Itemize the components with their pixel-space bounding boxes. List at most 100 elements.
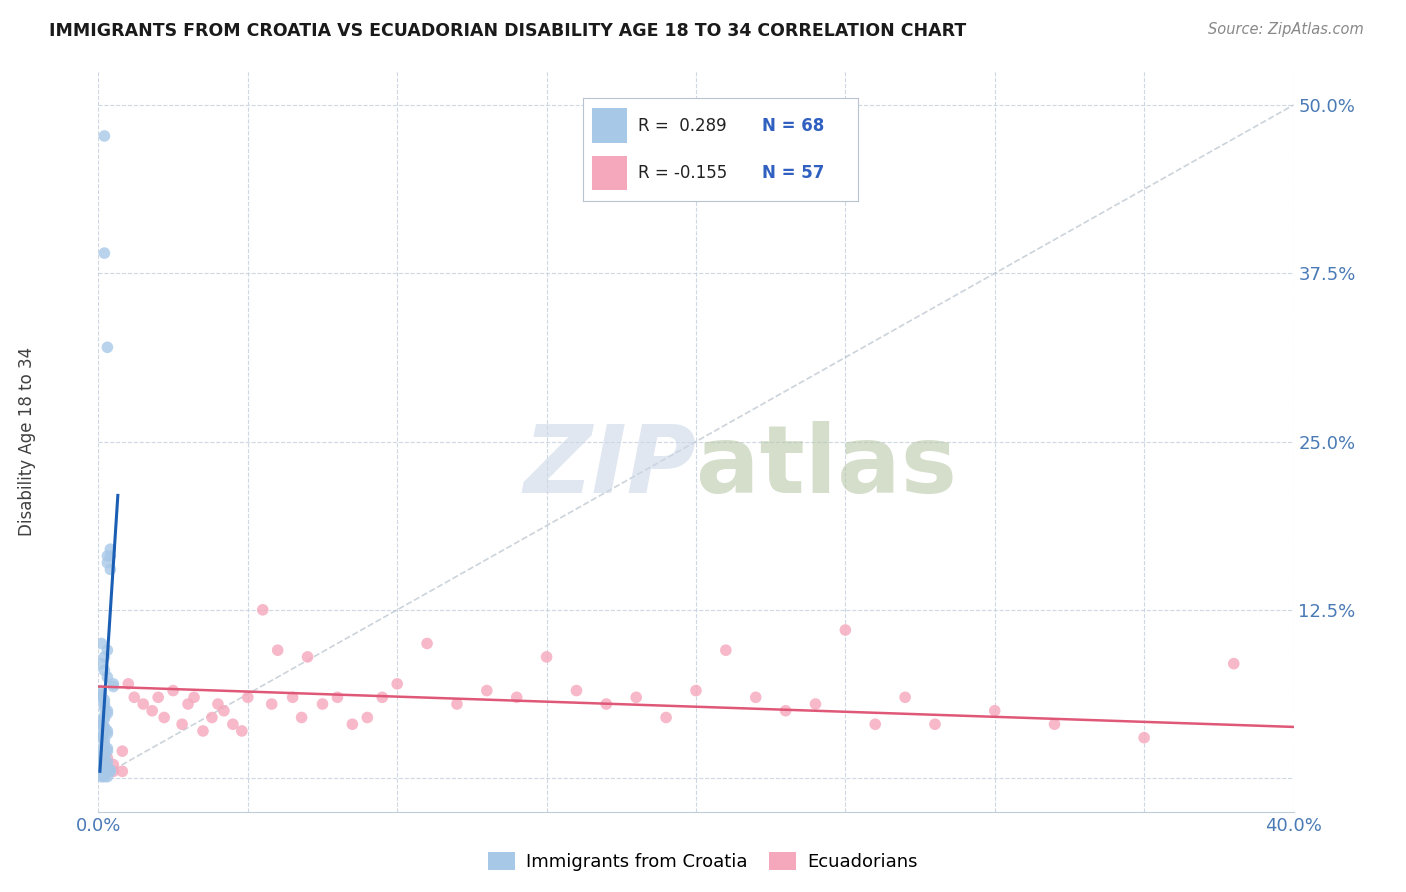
Point xyxy=(98,549,122,563)
Point xyxy=(297,649,319,664)
Point xyxy=(231,723,253,738)
Point xyxy=(93,767,115,781)
Point xyxy=(172,717,194,731)
Text: R =  0.289: R = 0.289 xyxy=(638,117,727,135)
Point xyxy=(93,757,115,772)
Point xyxy=(90,764,112,779)
FancyBboxPatch shape xyxy=(592,108,627,144)
Point xyxy=(93,767,115,781)
Point xyxy=(183,690,205,705)
Point xyxy=(93,649,115,664)
Point xyxy=(96,670,118,684)
Point xyxy=(96,762,118,776)
Point xyxy=(252,603,274,617)
Text: R = -0.155: R = -0.155 xyxy=(638,164,727,182)
Text: IMMIGRANTS FROM CROATIA VS ECUADORIAN DISABILITY AGE 18 TO 34 CORRELATION CHART: IMMIGRANTS FROM CROATIA VS ECUADORIAN DI… xyxy=(49,22,966,40)
Point xyxy=(595,697,617,711)
Point xyxy=(90,755,112,769)
Point xyxy=(536,649,558,664)
Point xyxy=(356,710,378,724)
Point xyxy=(90,757,112,772)
Point xyxy=(103,677,125,691)
Point xyxy=(96,751,118,765)
Point xyxy=(745,690,768,705)
Point xyxy=(311,697,333,711)
Point xyxy=(90,731,112,745)
Point xyxy=(90,688,112,702)
Point xyxy=(565,683,588,698)
Point xyxy=(291,710,314,724)
Point xyxy=(111,744,134,758)
Point xyxy=(655,710,678,724)
Point xyxy=(96,770,118,784)
Point xyxy=(153,710,176,724)
Point xyxy=(371,690,394,705)
Point xyxy=(93,246,115,260)
Point xyxy=(804,697,827,711)
Point xyxy=(93,738,115,752)
Point xyxy=(93,747,115,761)
Point xyxy=(93,751,115,765)
Point xyxy=(416,636,439,650)
Point xyxy=(98,542,122,557)
Point xyxy=(103,680,125,694)
Point xyxy=(90,754,112,768)
Point xyxy=(93,709,115,723)
FancyBboxPatch shape xyxy=(592,155,627,190)
Point xyxy=(775,704,797,718)
Point xyxy=(93,770,115,784)
Point xyxy=(326,690,349,705)
Point xyxy=(111,764,134,779)
Point xyxy=(90,728,112,742)
Point xyxy=(90,636,112,650)
Point xyxy=(93,701,115,715)
Point xyxy=(1223,657,1246,671)
Text: Source: ZipAtlas.com: Source: ZipAtlas.com xyxy=(1208,22,1364,37)
Point xyxy=(90,657,112,671)
Point xyxy=(93,697,115,711)
Text: ZIP: ZIP xyxy=(523,421,696,514)
Point xyxy=(90,770,112,784)
Point xyxy=(93,664,115,678)
Point xyxy=(260,697,283,711)
Point xyxy=(446,697,468,711)
Point xyxy=(714,643,737,657)
Point xyxy=(96,741,118,756)
Point xyxy=(93,720,115,734)
Point xyxy=(90,683,112,698)
Point xyxy=(96,755,118,769)
Point xyxy=(124,690,146,705)
Point xyxy=(93,733,115,747)
Point xyxy=(924,717,946,731)
Point xyxy=(93,751,115,765)
Point xyxy=(96,704,118,718)
Point xyxy=(894,690,917,705)
Point xyxy=(96,760,118,774)
Point xyxy=(96,726,118,740)
Point xyxy=(93,757,115,772)
Point xyxy=(93,757,115,772)
Point xyxy=(162,683,184,698)
Point xyxy=(342,717,364,731)
Point xyxy=(191,723,214,738)
Text: N = 57: N = 57 xyxy=(762,164,824,182)
Point xyxy=(281,690,304,705)
Text: N = 68: N = 68 xyxy=(762,117,824,135)
Point xyxy=(96,723,118,738)
Point xyxy=(475,683,498,698)
Point xyxy=(98,763,122,777)
Point xyxy=(93,757,115,772)
Point xyxy=(90,744,112,758)
Point xyxy=(626,690,648,705)
Point xyxy=(1133,731,1156,745)
Point xyxy=(103,757,125,772)
Point xyxy=(685,683,707,698)
Point xyxy=(148,690,170,705)
Point xyxy=(236,690,259,705)
Point xyxy=(96,744,118,758)
Point xyxy=(96,706,118,721)
Point xyxy=(103,764,125,779)
Point xyxy=(222,717,245,731)
Point xyxy=(201,710,224,724)
Point xyxy=(90,765,112,780)
